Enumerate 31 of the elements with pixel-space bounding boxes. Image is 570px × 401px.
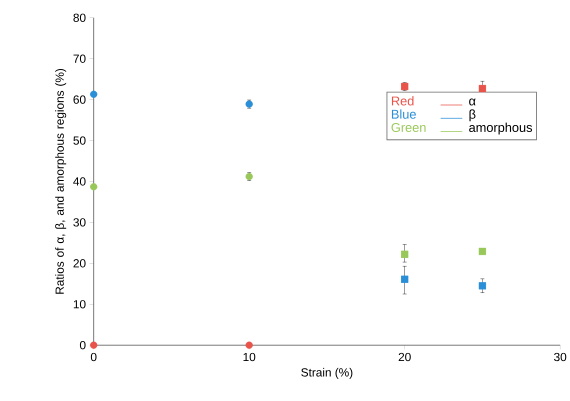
legend-label: β — [469, 109, 476, 122]
point — [90, 90, 98, 98]
point — [478, 248, 486, 255]
y-tick-label: 30 — [73, 218, 86, 226]
legend-label: α — [469, 98, 476, 106]
y-tick-label: 40 — [73, 177, 86, 186]
point — [478, 84, 486, 92]
y-tick-label: 70 — [74, 54, 86, 63]
point — [478, 282, 486, 290]
point — [90, 182, 98, 190]
x-axis-title: Strain (%) — [301, 368, 352, 379]
point — [401, 250, 408, 258]
point — [401, 275, 408, 283]
annotation: Blue — [392, 109, 416, 119]
x-tick-label: 30 — [554, 352, 566, 361]
y-tick-label: 60 — [74, 95, 86, 104]
x-tick-label: 10 — [244, 352, 256, 361]
annotation: Green — [392, 122, 426, 132]
point — [401, 82, 408, 90]
y-tick-label: 50 — [73, 136, 86, 145]
annotation: Red — [392, 96, 414, 106]
legend-label: amorphous — [469, 122, 532, 134]
x-tick-label: 0 — [90, 352, 97, 361]
y-tick-label: 20 — [74, 258, 86, 268]
y-axis-title: Ratios of α, β, and amorphous regions (%) — [55, 68, 66, 294]
y-tick-label: 80 — [73, 13, 86, 22]
point — [246, 341, 253, 349]
y-tick-label: 0 — [80, 340, 86, 350]
point — [90, 341, 98, 349]
y-tick-label: 10 — [74, 300, 86, 308]
x-tick-label: 20 — [398, 352, 411, 361]
